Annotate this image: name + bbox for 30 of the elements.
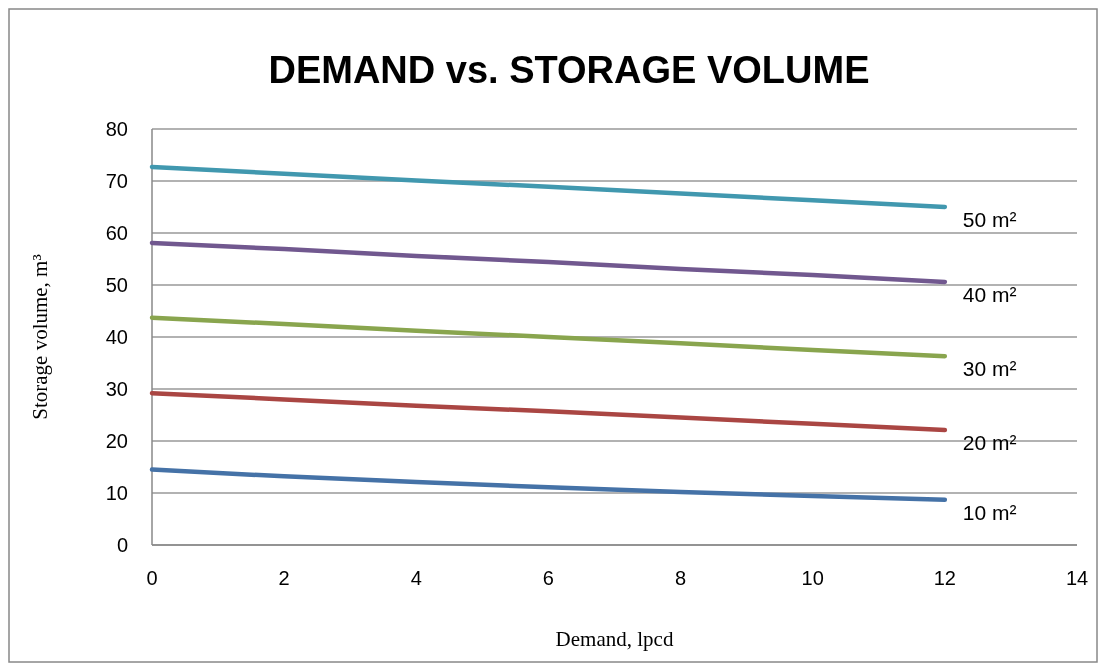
line-series xyxy=(149,240,948,285)
x-tick-label: 10 xyxy=(801,567,824,589)
x-tick-label: 14 xyxy=(1065,567,1089,589)
y-tick-label: 80 xyxy=(105,118,128,140)
y-tick-label: 20 xyxy=(105,430,128,452)
line-series xyxy=(149,467,948,503)
y-tick-label: 40 xyxy=(105,326,128,348)
line-series xyxy=(149,390,948,433)
line-series xyxy=(149,164,948,210)
y-tick-label: 50 xyxy=(105,274,128,296)
y-tick-label: 10 xyxy=(105,482,128,504)
series-label: 40 m² xyxy=(962,282,1017,306)
x-tick-label: 6 xyxy=(542,567,554,589)
chart-title: DEMAND vs. STORAGE VOLUME xyxy=(268,49,870,91)
x-axis-title: Demand, lpcd xyxy=(555,627,674,651)
y-tick-label: 60 xyxy=(105,222,128,244)
x-tick-label: 4 xyxy=(410,567,422,589)
series-label: 50 m² xyxy=(962,208,1017,231)
line-series xyxy=(149,315,948,359)
series-label: 10 m² xyxy=(962,500,1017,524)
series-label: 30 m² xyxy=(962,357,1017,381)
y-axis-title: Storage volume, m³ xyxy=(28,254,52,420)
x-tick-label: 2 xyxy=(278,567,290,589)
y-tick-label: 0 xyxy=(116,534,128,556)
x-tick-label: 0 xyxy=(146,567,158,589)
y-tick-label: 70 xyxy=(105,170,128,192)
x-tick-label: 12 xyxy=(933,567,956,589)
x-tick-label: 8 xyxy=(675,567,687,589)
y-tick-label: 30 xyxy=(105,378,128,400)
series-label: 20 m² xyxy=(962,431,1017,455)
